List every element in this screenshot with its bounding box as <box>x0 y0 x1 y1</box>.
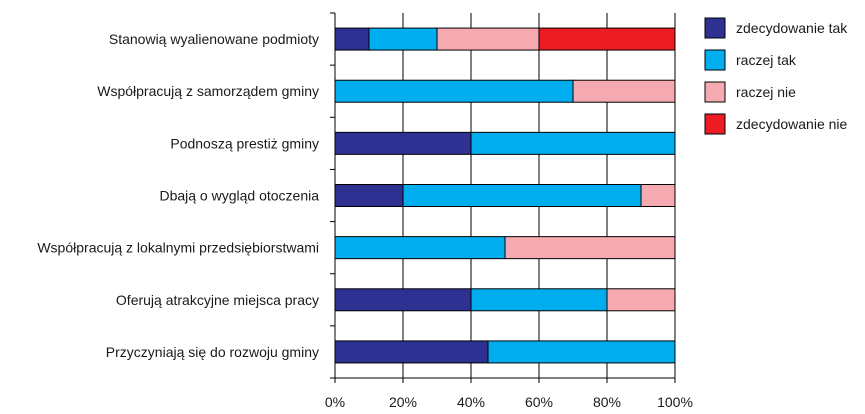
legend-swatch-1 <box>704 49 726 71</box>
bar-1-1 <box>334 79 574 103</box>
bar-0-2 <box>436 27 540 51</box>
bar-6-0 <box>334 340 489 364</box>
bar-2-1 <box>470 131 676 155</box>
legend-label: raczej tak <box>736 52 797 68</box>
category-label: Przyczyniają się do rozwoju gminy <box>106 344 319 360</box>
legend-label: zdecydowanie nie <box>736 116 848 132</box>
legend-swatch-3 <box>704 113 726 135</box>
bars <box>334 27 676 364</box>
legend: zdecydowanie tak raczej tak raczej nie zdec… <box>704 17 848 135</box>
bar-3-1 <box>402 184 642 207</box>
category-label: Dbają o wygląd otoczenia <box>159 188 319 204</box>
legend-label: raczej nie <box>736 84 796 100</box>
bar-1-2 <box>572 79 676 103</box>
axes <box>330 12 676 383</box>
bar-3-2 <box>640 184 676 207</box>
bar-5-2 <box>606 288 676 312</box>
x-tick-label: 100% <box>657 394 693 410</box>
x-tick-labels: 0% 20% 40% 60% 80% 100% <box>325 394 693 410</box>
bar-3-0 <box>334 184 404 207</box>
x-tick-label: 0% <box>325 394 345 410</box>
bar-2-0 <box>334 131 472 155</box>
bar-0-0 <box>334 27 370 51</box>
legend-swatch-2 <box>704 81 726 103</box>
x-tick-label: 60% <box>525 394 553 410</box>
category-label: Podnoszą prestiż gminy <box>170 135 319 151</box>
bar-4-2 <box>504 236 676 260</box>
x-tick-label: 40% <box>457 394 485 410</box>
category-label: Współpracują z samorządem gminy <box>97 83 319 99</box>
x-tick-label: 80% <box>593 394 621 410</box>
bar-5-0 <box>334 288 472 312</box>
x-tick-label: 20% <box>389 394 417 410</box>
category-label: Współpracują z lokalnymi przedsiębiorstw… <box>37 240 319 256</box>
bar-4-1 <box>334 236 506 260</box>
legend-label: zdecydowanie tak <box>736 20 848 36</box>
category-labels: Stanowią wyalienowane podmioty Współpracu… <box>37 31 319 360</box>
bar-0-3 <box>538 27 676 51</box>
legend-swatch-0 <box>704 17 726 39</box>
category-label: Stanowią wyalienowane podmioty <box>109 31 319 47</box>
bar-0-1 <box>368 27 438 51</box>
bar-6-1 <box>487 340 676 364</box>
bar-5-1 <box>470 288 608 312</box>
category-label: Oferują atrakcyjne miejsca pracy <box>116 292 319 308</box>
